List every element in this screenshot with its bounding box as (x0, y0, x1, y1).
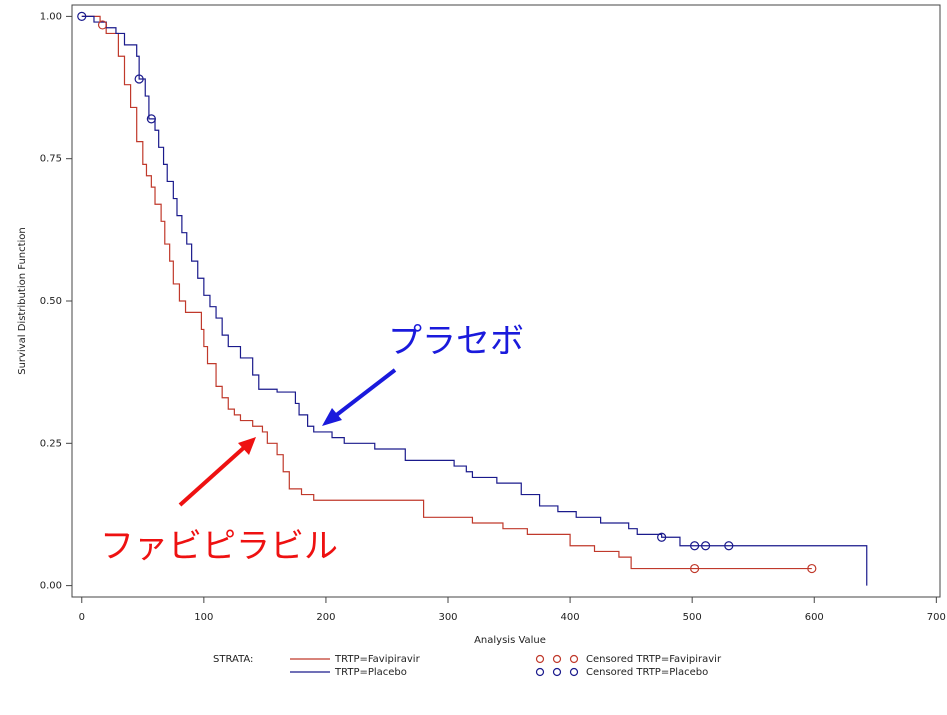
censor-mark (807, 563, 817, 574)
censor-mark (690, 541, 700, 551)
legend-marker (535, 654, 545, 664)
arrow (178, 442, 250, 507)
survival-line (81, 15, 812, 570)
x-tick-label: 700 (927, 612, 946, 623)
y-axis-label: Survival Distribution Function (17, 227, 28, 375)
legend-label: Censored TRTP=Placebo (586, 667, 708, 678)
legend-label: TRTP=Placebo (334, 667, 407, 678)
arrow (328, 368, 397, 422)
x-tick-label: 400 (561, 612, 580, 623)
censor-mark (134, 74, 144, 84)
censor-mark (657, 532, 667, 542)
x-tick-label: 300 (438, 612, 457, 623)
plot-frame (71, 4, 941, 598)
y-tick-label: 0.75 (40, 154, 62, 165)
legend-marker (569, 654, 579, 664)
x-tick-label: 500 (683, 612, 702, 623)
x-axis-label: Analysis Value (474, 635, 546, 646)
x-tick-label: 100 (194, 612, 213, 623)
x-tick-label: 0 (79, 612, 85, 623)
censor-mark (146, 114, 156, 124)
legend-label: Censored TRTP=Favipiravir (586, 654, 722, 665)
legend-marker (569, 667, 579, 677)
legend-label: TRTP=Favipiravir (334, 654, 421, 665)
legend-marker (552, 654, 562, 664)
censor-mark (97, 20, 108, 30)
y-tick-label: 0.25 (40, 438, 62, 449)
censor-mark (77, 11, 87, 21)
arrow-head (322, 408, 342, 426)
censor-mark (701, 541, 711, 551)
y-tick-label: 0.50 (40, 296, 62, 307)
censor-mark (690, 563, 700, 574)
x-tick-label: 600 (805, 612, 824, 623)
legend-marker (535, 667, 545, 677)
censor-mark (724, 541, 734, 551)
annotation: ファビピラビル (100, 527, 338, 567)
legend-title: STRATA: (213, 654, 253, 665)
legend-marker (552, 667, 562, 677)
survival-line (81, 15, 868, 586)
annotation: プラセボ (388, 322, 524, 362)
y-tick-label: 0.00 (40, 581, 62, 592)
x-tick-label: 200 (316, 612, 335, 623)
arrow-head (238, 437, 256, 455)
y-tick-label: 1.00 (40, 11, 62, 22)
